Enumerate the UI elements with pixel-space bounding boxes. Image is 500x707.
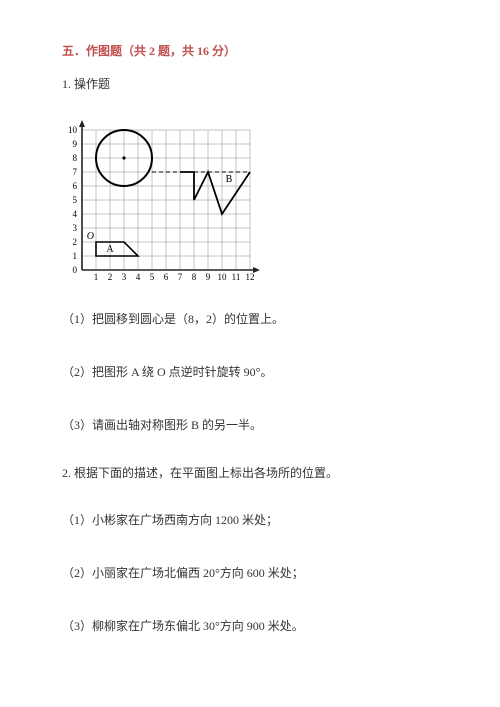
svg-text:5: 5	[73, 195, 78, 205]
q1-figure: 123456789101112012345678910AOB	[56, 110, 440, 288]
svg-text:O: O	[87, 231, 94, 242]
q2-sub3: （3）柳柳家在广场东偏北 30°方向 900 米处。	[62, 617, 440, 636]
svg-text:0: 0	[73, 265, 78, 275]
svg-text:6: 6	[164, 272, 169, 282]
svg-text:7: 7	[73, 167, 78, 177]
q2-sub1: （1）小彬家在广场西南方向 1200 米处；	[62, 511, 440, 530]
svg-text:9: 9	[73, 139, 78, 149]
svg-text:11: 11	[232, 272, 241, 282]
svg-text:1: 1	[94, 272, 99, 282]
svg-text:2: 2	[73, 237, 78, 247]
svg-text:10: 10	[218, 272, 228, 282]
q1-sub1: （1）把圆移到圆心是（8，2）的位置上。	[62, 310, 440, 329]
svg-text:6: 6	[73, 181, 78, 191]
q1-sub2: （2）把图形 A 绕 O 点逆时针旋转 90°。	[62, 363, 440, 382]
svg-text:2: 2	[108, 272, 113, 282]
q1-heading: 1. 操作题	[62, 75, 440, 92]
svg-text:B: B	[226, 174, 233, 185]
svg-text:10: 10	[68, 125, 78, 135]
svg-text:1: 1	[73, 251, 78, 261]
svg-text:9: 9	[206, 272, 211, 282]
svg-text:8: 8	[192, 272, 197, 282]
q2-sub2: （2）小丽家在广场北偏西 20°方向 600 米处；	[62, 564, 440, 583]
svg-text:4: 4	[136, 272, 141, 282]
svg-text:8: 8	[73, 153, 78, 163]
q1-sub3: （3）请画出轴对称图形 B 的另一半。	[62, 416, 440, 435]
svg-text:3: 3	[73, 223, 78, 233]
svg-text:4: 4	[73, 209, 78, 219]
svg-text:5: 5	[150, 272, 155, 282]
svg-text:A: A	[106, 244, 114, 255]
section-title: 五．作图题（共 2 题，共 16 分）	[62, 42, 440, 59]
q2-heading: 2. 根据下面的描述，在平面图上标出各场所的位置。	[62, 464, 440, 483]
svg-text:3: 3	[122, 272, 127, 282]
svg-text:7: 7	[178, 272, 183, 282]
svg-text:12: 12	[246, 272, 255, 282]
